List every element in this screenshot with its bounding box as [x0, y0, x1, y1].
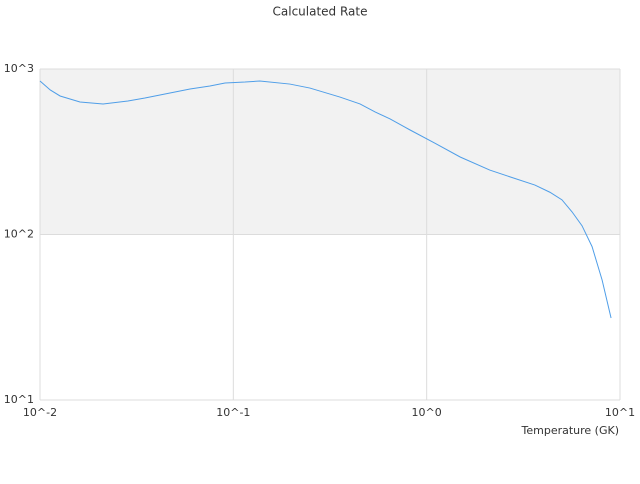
y-tick-label: 10^3 [4, 62, 34, 75]
data-line [39, 80, 612, 319]
y-tick-label: 10^2 [4, 228, 34, 241]
x-tick-label: 10^0 [412, 406, 442, 419]
x-tick-label: 10^1 [605, 406, 635, 419]
x-tick-label: 10^-1 [216, 406, 250, 419]
x-tick-label: 10^-2 [23, 406, 57, 419]
chart-title: Calculated Rate [273, 5, 368, 19]
y-tick-label: 10^1 [4, 393, 34, 406]
grid-band [40, 69, 620, 235]
x-axis-label: Temperature (GK) [521, 424, 620, 437]
